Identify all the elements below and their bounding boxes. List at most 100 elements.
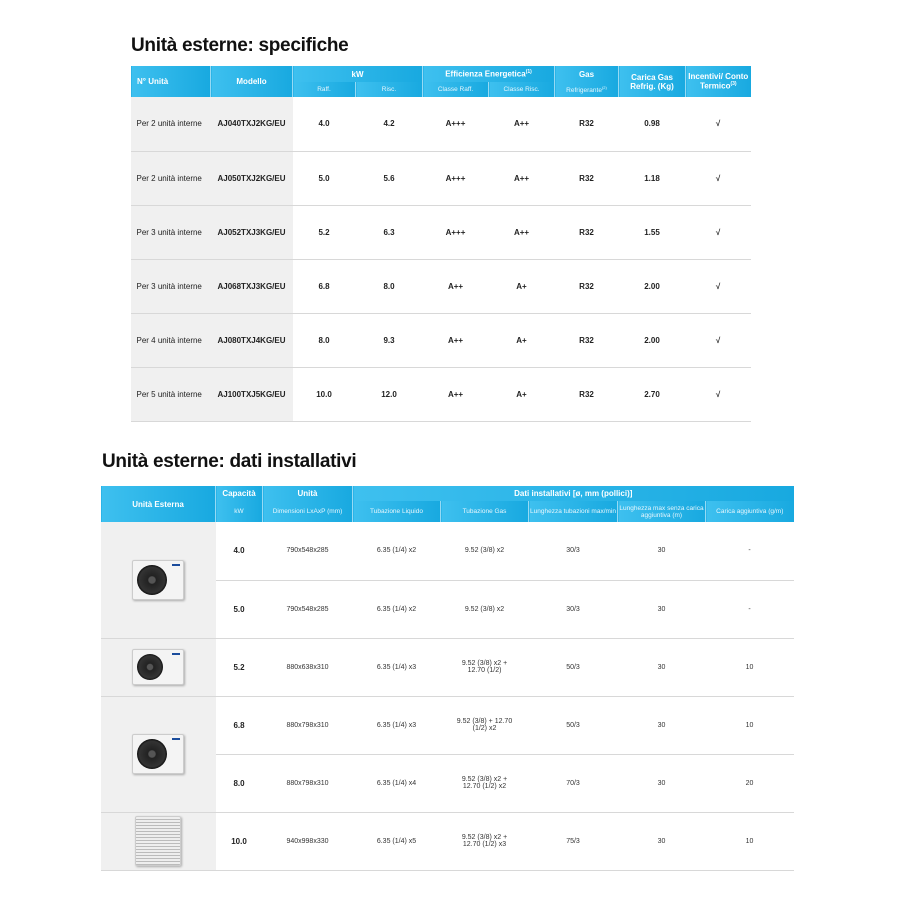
n-unita: Per 2 unità interne	[130, 97, 211, 152]
header-unita-esterna: Unità Esterna	[100, 486, 216, 522]
lunghezza-max: 30	[617, 696, 706, 755]
inst-row: 5.2 880x638x310 6.35 (1/4) x3 9.52 (3/8)…	[100, 638, 794, 697]
tubazione-gas: 9.52 (3/8) x2 + 12.70 (1/2) x2	[440, 754, 529, 813]
raff: 4.0	[292, 97, 356, 152]
modello: AJ080TXJ4KG/EU	[210, 313, 293, 368]
modello: AJ052TXJ3KG/EU	[210, 205, 293, 260]
raff: 6.8	[292, 259, 356, 314]
risc: 8.0	[355, 259, 423, 314]
classe-risc: A+	[488, 367, 555, 422]
header-capacita: Capacità	[215, 486, 263, 501]
carica: 2.00	[618, 259, 686, 314]
spec-row: Per 5 unità interne AJ100TXJ5KG/EU 10.0 …	[130, 367, 751, 422]
tubazione-liquido: 6.35 (1/4) x2	[352, 580, 441, 639]
carica: 1.55	[618, 205, 686, 260]
dimensioni: 790x548x285	[262, 522, 353, 581]
capacita: 10.0	[215, 812, 263, 871]
classe-raff: A++	[422, 367, 489, 422]
classe-risc: A++	[488, 205, 555, 260]
inst-table: Unità Esterna Capacità Unità Dati instal…	[100, 486, 794, 871]
n-unita: Per 3 unità interne	[130, 259, 211, 314]
lunghezza-max: 30	[617, 638, 706, 697]
carica: 0.98	[618, 97, 686, 152]
tubazione-gas: 9.52 (3/8) x2 + 12.70 (1/2)	[440, 638, 529, 697]
outdoor-unit-image	[100, 696, 216, 813]
header-kw: kW	[292, 66, 423, 82]
classe-raff: A++	[422, 259, 489, 314]
header-lunghezza: Lunghezza tubazioni max/min	[528, 501, 618, 522]
header-dimensioni: Dimensioni LxAxP (mm)	[262, 501, 353, 522]
tubazione-liquido: 6.35 (1/4) x3	[352, 696, 441, 755]
header-unita: Unità	[262, 486, 353, 501]
incentivi-check: √	[685, 151, 751, 206]
tubazione-liquido: 6.35 (1/4) x3	[352, 638, 441, 697]
modello: AJ040TXJ2KG/EU	[210, 97, 293, 152]
dimensioni: 880x638x310	[262, 638, 353, 697]
incentivi-check: √	[685, 313, 751, 368]
spec-title: Unità esterne: specifiche	[131, 35, 349, 56]
header-gas: Tubazione Gas	[440, 501, 529, 522]
n-unita: Per 4 unità interne	[130, 313, 211, 368]
tubazione-liquido: 6.35 (1/4) x5	[352, 812, 441, 871]
gas: R32	[554, 97, 619, 152]
tubazione-liquido: 6.35 (1/4) x4	[352, 754, 441, 813]
inst-row: 4.0 790x548x285 6.35 (1/4) x2 9.52 (3/8)…	[100, 522, 794, 639]
inst-row: 5.0 790x548x285 6.35 (1/4) x2 9.52 (3/8)…	[101, 580, 794, 639]
tubazione-gas: 9.52 (3/8) + 12.70 (1/2) x2	[440, 696, 529, 755]
incentivi-check: √	[685, 205, 751, 260]
lunghezza: 30/3	[528, 522, 618, 581]
header-classe-raff: Classe Raff.	[422, 82, 489, 97]
header-risc: Risc.	[355, 82, 423, 97]
carica: 1.18	[618, 151, 686, 206]
header-liquido: Tubazione Liquido	[352, 501, 441, 522]
header-lunghezza-max: Lunghezza max senza carica aggiuntiva (m…	[617, 501, 706, 522]
carica-aggiuntiva: 10	[705, 812, 794, 871]
modello: AJ100TXJ5KG/EU	[210, 367, 293, 422]
spec-row: Per 2 unità interne AJ050TXJ2KG/EU 5.0 5…	[130, 151, 751, 206]
spec-row: Per 3 unità interne AJ052TXJ3KG/EU 5.2 6…	[130, 205, 751, 260]
spec-row: Per 2 unità interne AJ040TXJ2KG/EU 4.0 4…	[130, 97, 751, 152]
risc: 9.3	[355, 313, 423, 368]
incentivi-check: √	[685, 367, 751, 422]
lunghezza-max: 30	[617, 812, 706, 871]
lunghezza: 70/3	[528, 754, 618, 813]
capacita: 4.0	[215, 522, 263, 581]
classe-risc: A+	[488, 313, 555, 368]
classe-raff: A+++	[422, 205, 489, 260]
gas: R32	[554, 313, 619, 368]
carica-aggiuntiva: 20	[705, 754, 794, 813]
spec-table: N° Unità Modello kW Efficienza Energetic…	[130, 66, 751, 422]
n-unita: Per 2 unità interne	[130, 151, 211, 206]
capacita: 5.0	[215, 580, 263, 639]
lunghezza-max: 30	[617, 580, 706, 639]
tubazione-gas: 9.52 (3/8) x2 + 12.70 (1/2) x3	[440, 812, 529, 871]
header-classe-risc: Classe Risc.	[487, 82, 555, 97]
risc: 6.3	[355, 205, 423, 260]
risc: 5.6	[355, 151, 423, 206]
raff: 10.0	[292, 367, 356, 422]
capacita: 8.0	[215, 754, 263, 813]
gas: R32	[554, 205, 619, 260]
header-modello: Modello	[210, 66, 293, 97]
tubazione-gas: 9.52 (3/8) x2	[440, 522, 529, 581]
gas: R32	[554, 367, 619, 422]
spec-row: Per 3 unità interne AJ068TXJ3KG/EU 6.8 8…	[130, 259, 751, 314]
incentivi-check: √	[685, 97, 751, 152]
capacita: 6.8	[215, 696, 263, 755]
classe-raff: A+++	[422, 97, 489, 152]
classe-risc: A+	[488, 259, 555, 314]
carica-aggiuntiva: 10	[705, 638, 794, 697]
inst-row: 10.0 940x998x330 6.35 (1/4) x5 9.52 (3/8…	[100, 812, 794, 871]
dimensioni: 880x798x310	[262, 754, 353, 813]
modello: AJ050TXJ2KG/EU	[210, 151, 293, 206]
lunghezza-max: 30	[617, 754, 706, 813]
classe-risc: A++	[488, 97, 555, 152]
header-refrigerante: Refrigerante(2)	[554, 82, 619, 97]
gas: R32	[554, 259, 619, 314]
header-efficienza: Efficienza Energetica(1)	[421, 66, 555, 82]
lunghezza: 75/3	[528, 812, 618, 871]
classe-raff: A++	[422, 313, 489, 368]
carica: 2.00	[618, 313, 686, 368]
header-carica: Carica aggiuntiva (g/m)	[704, 501, 794, 522]
header-kw: kW	[215, 501, 263, 522]
